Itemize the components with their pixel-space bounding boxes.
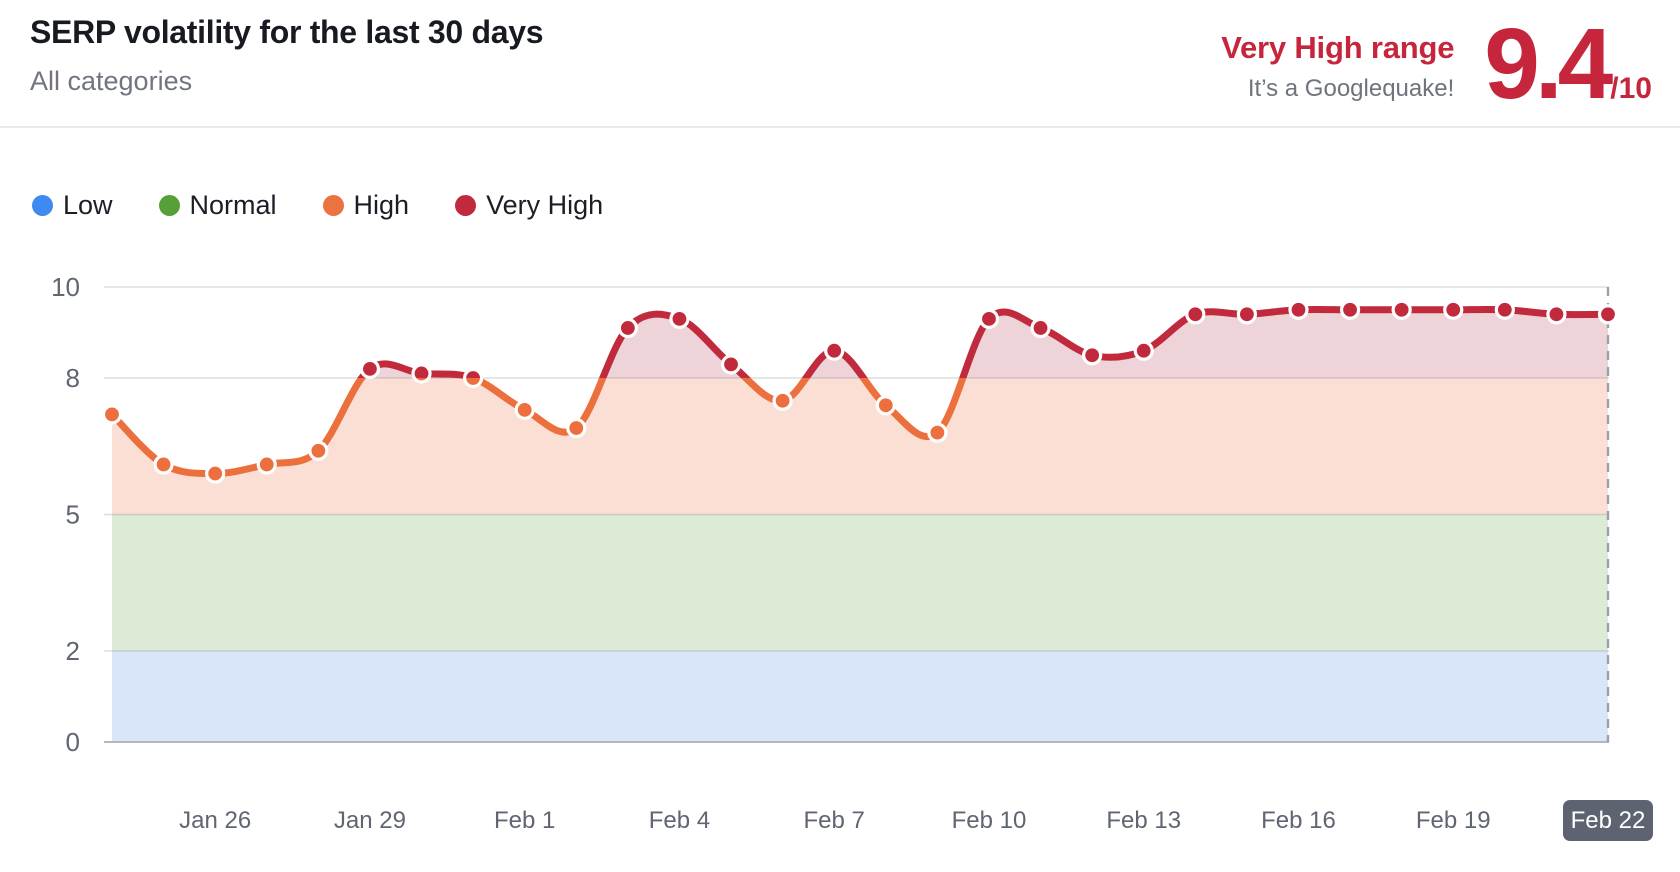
data-point-jan-24[interactable] <box>101 404 123 425</box>
x-axis-label-feb-10: Feb 10 <box>952 807 1027 834</box>
data-point-feb-16[interactable] <box>1288 299 1309 320</box>
widget-header: SERP volatility for the last 30 days All… <box>0 0 1680 128</box>
band-fill-low <box>112 651 1608 742</box>
data-point-feb-6[interactable] <box>772 390 793 411</box>
legend-item-low: Low <box>32 190 113 221</box>
x-axis-label-jan-29: Jan 29 <box>334 807 406 834</box>
score-area: Very High range It’s a Googlequake! 9.4 … <box>1221 14 1652 114</box>
current-day-badge: Feb 22 <box>1563 800 1653 841</box>
data-point-feb-4[interactable] <box>669 308 690 329</box>
data-point-feb-17[interactable] <box>1339 299 1361 320</box>
x-axis-label-feb-16: Feb 16 <box>1261 807 1336 834</box>
data-point-feb-11[interactable] <box>1030 317 1051 339</box>
data-point-feb-21[interactable] <box>1546 304 1567 325</box>
category-filter-label: All categories <box>30 66 193 96</box>
legend-label-low: Low <box>63 190 113 220</box>
data-point-jan-30[interactable] <box>411 363 432 384</box>
legend-label-very-high: Very High <box>486 190 604 220</box>
data-point-feb-3[interactable] <box>617 317 638 339</box>
data-point-feb-2[interactable] <box>566 417 587 439</box>
y-axis-label-8: 8 <box>66 363 80 393</box>
legend-label-high: High <box>353 190 410 220</box>
legend-label-normal: Normal <box>189 190 277 220</box>
legend-item-high: High <box>322 190 410 221</box>
legend-item-very-high: Very High <box>455 190 603 221</box>
y-axis-label-10: 10 <box>51 272 80 302</box>
data-point-feb-20[interactable] <box>1494 299 1515 320</box>
data-point-feb-18[interactable] <box>1391 299 1412 320</box>
page-title: SERP volatility for the last 30 days <box>30 14 544 50</box>
y-axis-label-2: 2 <box>66 636 80 666</box>
low-dot-icon <box>32 195 53 216</box>
data-point-feb-5[interactable] <box>720 354 742 375</box>
x-axis-label-jan-26: Jan 26 <box>179 807 251 834</box>
band-fill-normal <box>112 514 1608 651</box>
data-point-feb-7[interactable] <box>824 340 845 361</box>
range-caption: It’s a Googlequake! <box>1247 75 1455 102</box>
data-point-feb-14[interactable] <box>1185 304 1206 325</box>
legend-item-normal: Normal <box>158 190 277 221</box>
volatility-score: 9.4 <box>1484 8 1613 120</box>
chart-legend: Low Normal High Very High <box>32 190 603 221</box>
data-point-jan-27[interactable] <box>256 454 277 475</box>
data-point-feb-8[interactable] <box>875 395 896 416</box>
data-point-jan-28[interactable] <box>308 440 329 461</box>
x-axis-label-feb-7: Feb 7 <box>804 807 865 834</box>
data-point-jan-25[interactable] <box>153 454 174 475</box>
range-label: Very High range <box>1221 30 1455 65</box>
normal-dot-icon <box>158 195 180 216</box>
data-point-feb-10[interactable] <box>978 308 1000 329</box>
x-axis-label-feb-1: Feb 1 <box>494 807 555 834</box>
data-point-feb-9[interactable] <box>927 422 948 443</box>
data-point-jan-26[interactable] <box>205 463 226 484</box>
data-point-jan-29[interactable] <box>359 358 381 379</box>
current-day-badge-label: Feb 22 <box>1571 807 1646 834</box>
x-axis-label-feb-13: Feb 13 <box>1106 807 1181 834</box>
current-day-badge-bg <box>1563 800 1653 841</box>
y-axis-label-5: 5 <box>66 500 80 530</box>
x-axis-label-feb-4: Feb 4 <box>649 807 710 834</box>
band-fill-high <box>112 378 1608 515</box>
score-max: /10 <box>1610 72 1652 105</box>
data-point-feb-1[interactable] <box>514 399 535 420</box>
data-point-feb-15[interactable] <box>1236 304 1257 325</box>
very-high-dot-icon <box>455 195 477 216</box>
high-dot-icon <box>322 195 344 216</box>
data-point-jan-31[interactable] <box>463 367 484 389</box>
data-point-feb-22[interactable] <box>1597 304 1619 325</box>
data-point-feb-19[interactable] <box>1443 299 1464 320</box>
data-point-feb-12[interactable] <box>1082 345 1103 366</box>
y-axis-label-0: 0 <box>66 727 80 757</box>
x-axis-label-feb-19: Feb 19 <box>1416 807 1491 834</box>
data-point-feb-13[interactable] <box>1133 340 1154 361</box>
range-block: Very High range It’s a Googlequake! <box>1221 30 1454 103</box>
score-block: 9.4 /10 <box>1484 14 1652 114</box>
